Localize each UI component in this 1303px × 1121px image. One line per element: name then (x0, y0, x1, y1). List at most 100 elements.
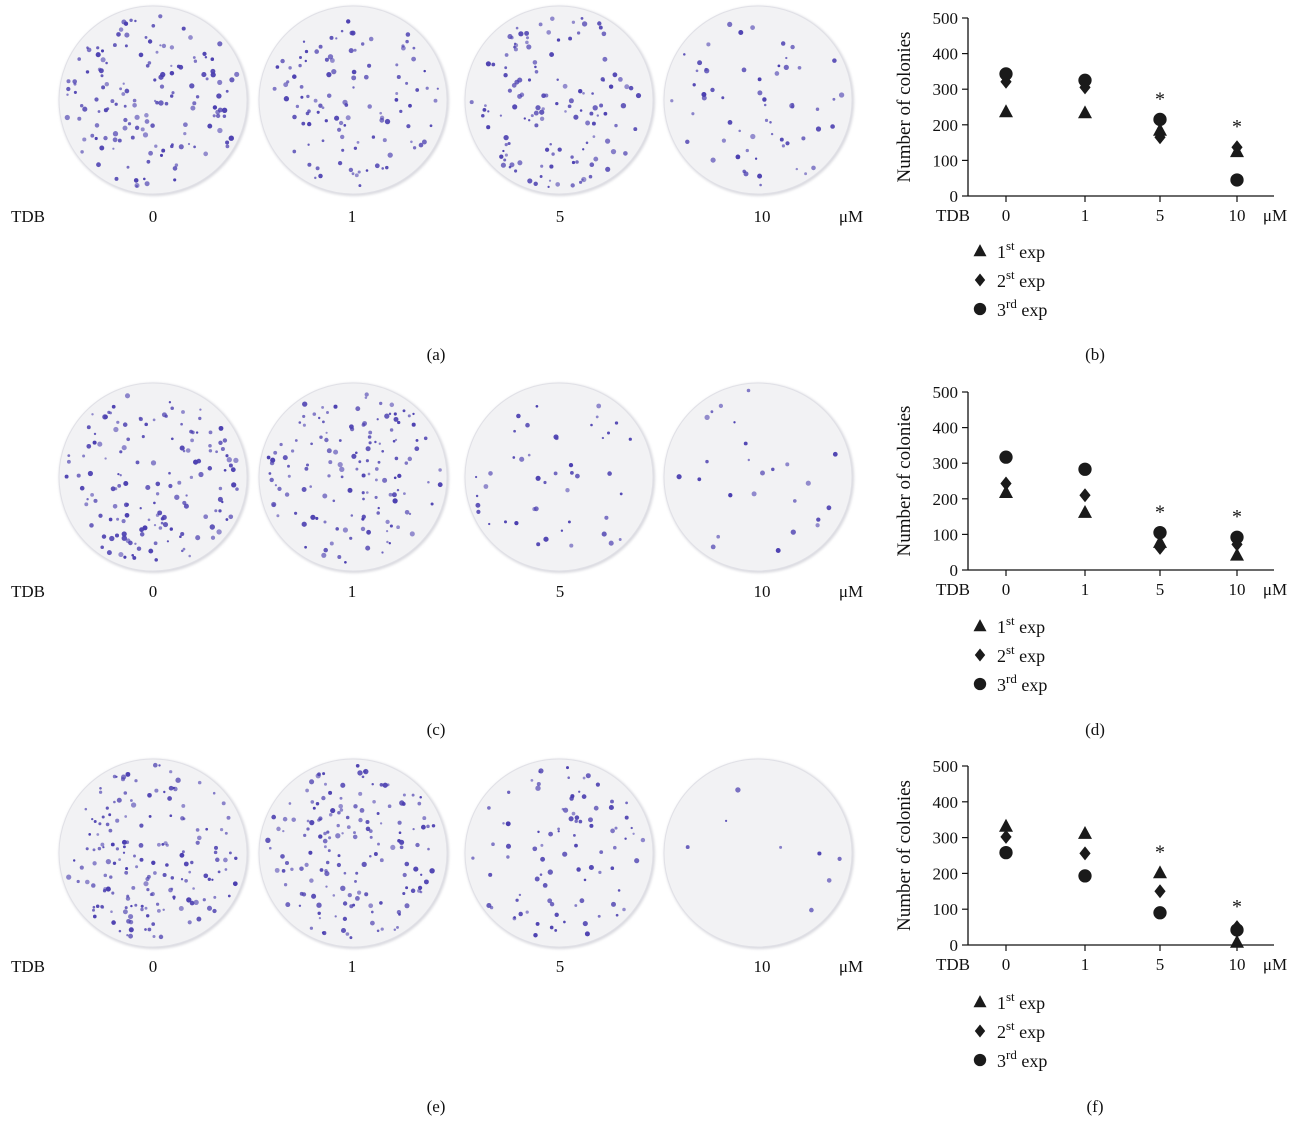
plate-panels: 0 1 5 10 TDB μM (a) 0 1 5 10 TDB μM (c) 0 1 5 10 TDB μM (e) (11, 5, 863, 1116)
colony-dot (132, 555, 137, 560)
y-tick-label: 100 (933, 525, 959, 544)
colony-dot (158, 74, 164, 80)
colony-dot (364, 892, 369, 897)
colony-dot (556, 38, 561, 42)
colony-dot (134, 19, 137, 23)
x-tick-label: 0 (1002, 206, 1011, 225)
colony-dot (205, 77, 209, 81)
colony-dot (304, 59, 307, 63)
colony-dot (126, 934, 129, 937)
colony-dot (555, 182, 561, 187)
colony-dot (318, 916, 322, 920)
colony-dot (394, 438, 398, 442)
colony-dot (404, 510, 410, 515)
colony-dot (554, 928, 558, 932)
x-unit-label: μM (1263, 580, 1287, 599)
colony-dot (605, 166, 611, 172)
colony-dot (92, 848, 96, 852)
colony-dot (197, 835, 202, 841)
colony-dot (774, 71, 780, 76)
colony-dot (162, 522, 169, 528)
y-axis-title: Number of colonies (894, 406, 915, 557)
colony-dot (350, 30, 356, 36)
colony-dot (340, 475, 344, 479)
colony-dot (589, 162, 595, 167)
dose-label: 1 (348, 207, 357, 226)
colony-dot (274, 484, 277, 487)
colony-dot (527, 78, 532, 82)
colony-dot (539, 873, 543, 876)
colony-dot (182, 547, 186, 551)
colony-dot (515, 26, 519, 30)
colony-dot (353, 48, 357, 52)
colony-dot (395, 92, 399, 95)
colony-dot (539, 109, 545, 115)
colony-dot (550, 16, 555, 21)
colony-dot (351, 172, 355, 176)
colony-dot (314, 49, 320, 54)
colony-dot (116, 797, 122, 803)
colony-dot (226, 815, 231, 820)
colony-dot (543, 480, 547, 485)
colony-dot (540, 843, 544, 847)
colony-dot (93, 432, 97, 436)
colony-dot (582, 921, 588, 927)
colony-dot (760, 470, 765, 476)
colony-dot (112, 147, 115, 150)
colony-dot (393, 476, 397, 480)
colony-dot (436, 87, 439, 90)
colony-dot (367, 63, 372, 68)
colony-dot (393, 416, 399, 422)
chart-legend: 1st exp 2st exp 3rd exp (973, 238, 1047, 320)
colony-dot (170, 876, 175, 880)
colony-dot (785, 141, 790, 146)
colony-dot (330, 58, 335, 63)
colony-dot (128, 914, 134, 920)
colony-dot (291, 817, 296, 822)
colony-dot (624, 837, 627, 840)
colony-dot (504, 153, 508, 157)
colony-dot (557, 827, 560, 831)
colony-dot (99, 145, 105, 151)
colony-dot (90, 492, 95, 497)
colony-dot (385, 519, 390, 525)
colony-dot (82, 454, 86, 458)
colony-dot (326, 830, 330, 834)
colony-dot (409, 531, 415, 537)
colony-dot (381, 167, 385, 170)
colony-dot (355, 763, 360, 768)
colony-dot (414, 446, 420, 452)
colony-dot (548, 831, 553, 837)
colony-dot (379, 401, 383, 406)
colony-dot (222, 114, 227, 118)
colony-dot (124, 512, 130, 518)
colony-dot (88, 833, 92, 836)
colony-dot (471, 856, 475, 860)
colony-dot (527, 453, 531, 457)
colony-dot (697, 477, 702, 482)
colony-dot (125, 502, 130, 507)
colony-dot (178, 144, 184, 150)
colony-dot (504, 143, 508, 147)
colony-dot (534, 70, 539, 74)
colony-dot (374, 163, 380, 169)
colony-dot (195, 535, 201, 541)
colony-dot (67, 454, 71, 457)
colony-dot (376, 929, 380, 933)
colony-dot (340, 134, 345, 140)
colony-dot (503, 73, 508, 78)
colony-dot (508, 165, 512, 169)
colony-dot (316, 902, 322, 908)
colony-dot (122, 422, 128, 427)
colony-dot (423, 879, 429, 885)
colony-dot (561, 807, 565, 811)
colony-dot (345, 115, 351, 121)
plate-row-e: 0 1 5 10 TDB μM (e) (11, 758, 863, 1116)
colony-dot (358, 791, 363, 796)
colony-dot (412, 146, 417, 150)
colony-dot (352, 86, 355, 89)
colony-dot (66, 79, 71, 84)
colony-dot (389, 428, 394, 432)
colony-dot (487, 110, 490, 113)
colony-dot (541, 93, 546, 99)
